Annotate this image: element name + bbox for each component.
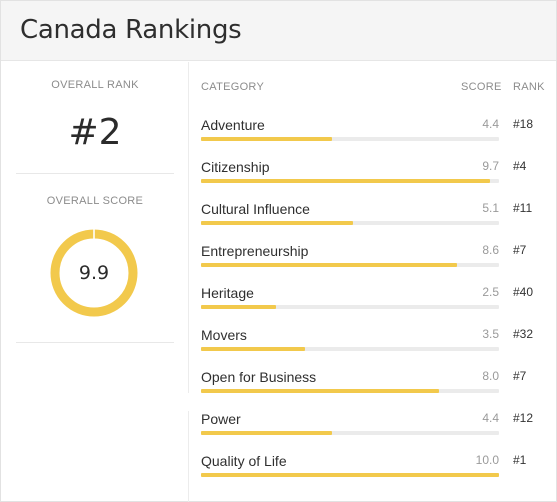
- category-score: 2.5: [482, 285, 499, 299]
- category-row: Citizenship 9.7 #4: [201, 159, 551, 199]
- category-rank: #7: [513, 243, 527, 257]
- category-name: Citizenship: [201, 159, 270, 175]
- overall-score-donut: [50, 229, 138, 317]
- category-row: Movers 3.5 #32: [201, 327, 551, 367]
- score-bar-fill: [201, 263, 458, 267]
- category-name: Entrepreneurship: [201, 243, 309, 259]
- score-bar-fill: [201, 347, 306, 351]
- divider: [16, 173, 174, 174]
- overall-rank-label: OVERALL RANK: [51, 79, 139, 91]
- category-rank: #1: [513, 453, 527, 467]
- category-rank: #4: [513, 159, 527, 173]
- category-score: 8.6: [482, 243, 499, 257]
- score-bar-track: [201, 473, 499, 477]
- category-score: 4.4: [482, 117, 499, 131]
- category-score: 10.0: [475, 453, 499, 467]
- category-name: Quality of Life: [201, 453, 287, 469]
- score-bar-fill: [201, 137, 333, 141]
- overall-rank-value: #2: [68, 112, 122, 153]
- score-bar-fill: [201, 473, 499, 477]
- score-bar-track: [201, 179, 499, 183]
- category-score: 9.7: [482, 159, 499, 173]
- score-bar-track: [201, 431, 499, 435]
- category-name: Cultural Influence: [201, 201, 310, 217]
- column-divider-gap: [188, 393, 189, 411]
- category-rank: #18: [513, 117, 534, 131]
- category-rank: #7: [513, 369, 527, 383]
- score-bar-track: [201, 347, 499, 351]
- category-rank: #32: [513, 327, 534, 341]
- category-score: 4.4: [482, 411, 499, 425]
- overall-score-value: 9.9: [78, 262, 110, 284]
- category-name: Heritage: [201, 285, 254, 301]
- score-bar-track: [201, 263, 499, 267]
- score-bar-fill: [201, 431, 333, 435]
- category-name: Adventure: [201, 117, 265, 133]
- score-bar-track: [201, 137, 499, 141]
- category-row: Adventure 4.4 #18: [201, 117, 551, 157]
- score-bar-track: [201, 389, 499, 393]
- category-rank: #40: [513, 285, 534, 299]
- score-bar-track: [201, 305, 499, 309]
- divider: [16, 342, 174, 343]
- category-score: 5.1: [482, 201, 499, 215]
- column-divider: [188, 62, 189, 502]
- category-row: Open for Business 8.0 #7: [201, 369, 551, 409]
- category-row: Quality of Life 10.0 #1: [201, 453, 551, 493]
- score-column-header: SCORE: [461, 81, 502, 93]
- score-bar-fill: [201, 305, 276, 309]
- category-name: Power: [201, 411, 241, 427]
- overall-panel: OVERALL RANK #2 OVERALL SCORE 9.9: [1, 62, 189, 502]
- category-row: Cultural Influence 5.1 #11: [201, 201, 551, 241]
- category-rank: #11: [513, 201, 533, 215]
- category-column-header: CATEGORY: [201, 81, 265, 93]
- category-name: Open for Business: [201, 369, 317, 385]
- category-rank: #12: [513, 411, 534, 425]
- overall-score-label: OVERALL SCORE: [46, 195, 144, 207]
- page-title: Canada Rankings: [20, 15, 242, 45]
- card-header: Canada Rankings: [1, 1, 556, 61]
- score-bar-track: [201, 221, 499, 225]
- category-name: Movers: [201, 327, 247, 343]
- category-score: 8.0: [482, 369, 499, 383]
- score-bar-fill: [201, 221, 353, 225]
- category-row: Power 4.4 #12: [201, 411, 551, 451]
- score-bar-fill: [201, 389, 440, 393]
- score-bar-fill: [201, 179, 491, 183]
- category-row: Entrepreneurship 8.6 #7: [201, 243, 551, 283]
- rank-column-header: RANK: [513, 81, 545, 93]
- category-row: Heritage 2.5 #40: [201, 285, 551, 325]
- category-score: 3.5: [482, 327, 499, 341]
